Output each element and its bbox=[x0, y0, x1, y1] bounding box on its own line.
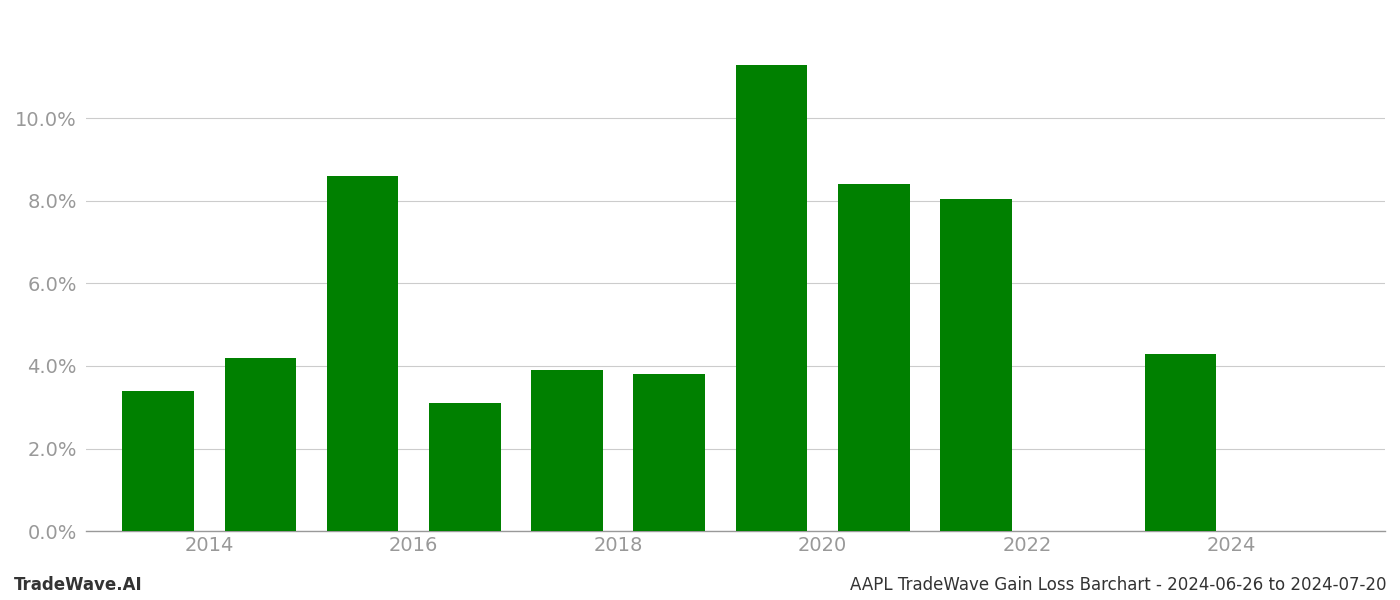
Bar bbox=[941, 199, 1012, 531]
Bar bbox=[1145, 353, 1217, 531]
Bar bbox=[531, 370, 603, 531]
Bar bbox=[839, 184, 910, 531]
Bar bbox=[326, 176, 399, 531]
Bar bbox=[122, 391, 193, 531]
Text: AAPL TradeWave Gain Loss Barchart - 2024-06-26 to 2024-07-20: AAPL TradeWave Gain Loss Barchart - 2024… bbox=[850, 576, 1386, 594]
Bar bbox=[224, 358, 295, 531]
Bar bbox=[633, 374, 706, 531]
Text: TradeWave.AI: TradeWave.AI bbox=[14, 576, 143, 594]
Bar bbox=[428, 403, 501, 531]
Bar bbox=[736, 65, 808, 531]
